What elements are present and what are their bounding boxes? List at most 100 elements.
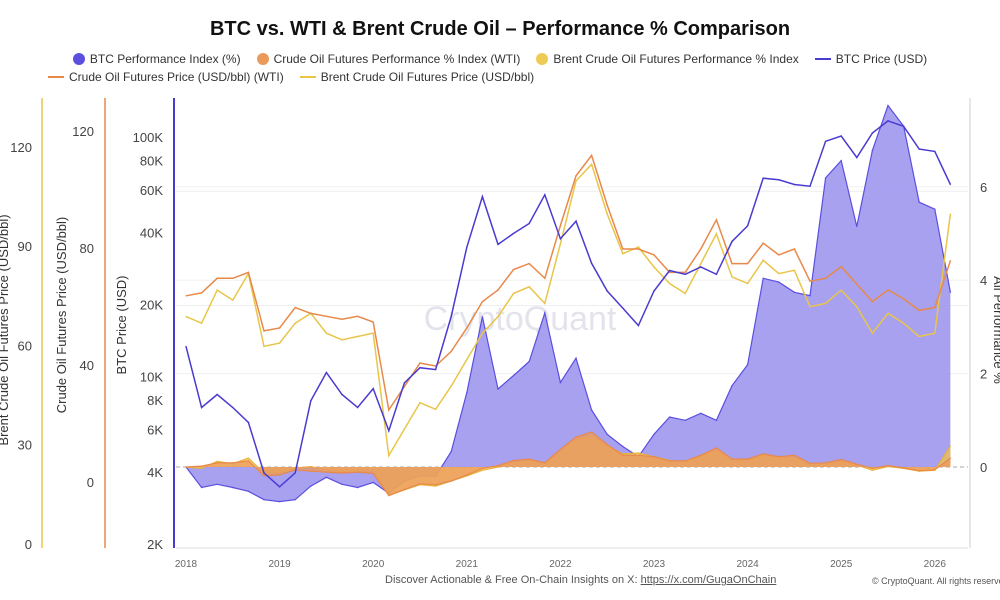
legend-item-wti-perf[interactable]: Crude Oil Futures Performance % Index (W… [256, 52, 520, 66]
brent-performance-point [247, 457, 250, 459]
wti-price-point [528, 262, 530, 265]
brent-price-point [856, 305, 858, 308]
btc-axis-title: BTC Price (USD) [114, 276, 129, 375]
wti-performance-point [918, 469, 920, 472]
wti-performance-point [325, 471, 328, 473]
btc-price-point [887, 120, 889, 122]
wti-performance-point [200, 465, 203, 467]
wti-price-point [388, 409, 390, 411]
x-tick-label: 2026 [924, 559, 947, 570]
btc-performance-point [824, 177, 827, 179]
btc-price-point [762, 177, 764, 180]
brent-price-point [450, 385, 453, 387]
wti-price-point [466, 327, 468, 329]
wti-axis-title: Crude Oil Futures Price (USD/bbl) [54, 217, 69, 414]
legend-item-brent-price[interactable]: Brent Crude Oil Futures Price (USD/bbl) [299, 70, 534, 84]
btc-performance-point [372, 481, 375, 484]
btc-performance-point [310, 485, 312, 487]
wti-performance-point [856, 463, 858, 465]
legend-item-btc-perf[interactable]: BTC Performance Index (%) [72, 52, 241, 66]
btc-performance-point [934, 208, 936, 211]
legend-item-brent-perf[interactable]: Brent Crude Oil Futures Performance % In… [536, 52, 799, 66]
btc-price-point [263, 472, 265, 474]
btc-tick-label: 40K [140, 225, 163, 240]
wti-price-point [840, 265, 842, 268]
btc-performance-point [325, 476, 328, 479]
btc-performance-point [559, 381, 562, 384]
legend-item-btc-price[interactable]: BTC Price (USD) [814, 52, 927, 66]
wti-price-point [294, 306, 297, 309]
legend-label: BTC Performance Index (%) [89, 52, 241, 66]
wti-price-point [856, 283, 858, 285]
wti-performance-point [216, 461, 218, 464]
legend-line-icon [814, 58, 831, 60]
brent-price-point [824, 302, 827, 305]
brent-price-point [544, 302, 546, 305]
x-tick-label: 2024 [736, 559, 759, 570]
btc-price-point [247, 421, 250, 424]
wti-performance-point [622, 454, 624, 457]
btc-performance-point [341, 483, 343, 486]
btc-price-point [403, 382, 406, 384]
btc-performance-point [622, 445, 624, 448]
wti-price-point [684, 271, 686, 274]
wti-performance-point [278, 474, 281, 476]
wti-price-point [185, 295, 187, 297]
brent-price-point [216, 289, 218, 291]
btc-performance-point [232, 486, 234, 489]
wti-price-point [762, 242, 764, 244]
legend-item-wti-price[interactable]: Crude Oil Futures Price (USD/bbl) (WTI) [48, 70, 284, 84]
brent-price-point [637, 246, 640, 248]
perf-tick-label: 2 [980, 367, 987, 382]
brent-price-point [434, 408, 437, 411]
btc-tick-label: 2K [147, 537, 163, 552]
wti-performance-point [247, 460, 250, 462]
btc-performance-point [512, 374, 515, 377]
btc-price-point [419, 366, 421, 369]
brent-price-point [356, 335, 359, 338]
btc-performance-point [840, 159, 842, 162]
btc-performance-point [887, 104, 889, 107]
wti-performance-point [232, 461, 234, 464]
wti-price-point [310, 312, 312, 315]
btc-price-point [606, 290, 608, 292]
btc-price-point [668, 269, 671, 272]
wti-performance-point [419, 483, 421, 485]
wti-tick-label: 40 [80, 358, 94, 373]
brent-price-point [497, 315, 499, 318]
brent-price-point [559, 242, 562, 245]
brent-price-point [918, 335, 920, 338]
btc-performance-line [185, 104, 951, 503]
btc-price-point [310, 400, 312, 402]
wti-performance-point [372, 472, 375, 475]
brent-price-point [200, 322, 203, 325]
btc-performance-point [294, 498, 297, 501]
btc-price-point [918, 148, 920, 150]
legend-label: Crude Oil Futures Price (USD/bbl) (WTI) [69, 70, 284, 84]
legend-line-icon [48, 76, 64, 78]
wti-price-point [263, 330, 265, 332]
footer-link[interactable]: https://x.com/GugaOnChain [640, 574, 777, 586]
x-tick-label: 2019 [268, 559, 291, 570]
wti-price-point [700, 248, 702, 250]
perf-axis-title: All Performance % [991, 276, 1000, 384]
brent-price-point [606, 213, 608, 215]
brent-performance-point [310, 465, 312, 468]
btc-performance-point [731, 384, 733, 387]
btc-price-line [185, 120, 952, 488]
btc-price-point [450, 315, 453, 318]
wti-performance-point [887, 464, 889, 467]
wti-price-point [481, 300, 484, 303]
wti-performance-point [731, 458, 733, 460]
wti-price-point [606, 204, 608, 206]
btc-price-point [481, 195, 484, 198]
brent-price-point [762, 259, 764, 262]
wti-performance-point [700, 454, 702, 457]
brent-tick-label: 30 [18, 438, 32, 453]
brent-price-point [590, 163, 593, 166]
btc-price-point [372, 387, 375, 390]
btc-performance-point [247, 490, 250, 493]
brent-price-point [809, 305, 811, 308]
wti-price-point [778, 254, 780, 256]
